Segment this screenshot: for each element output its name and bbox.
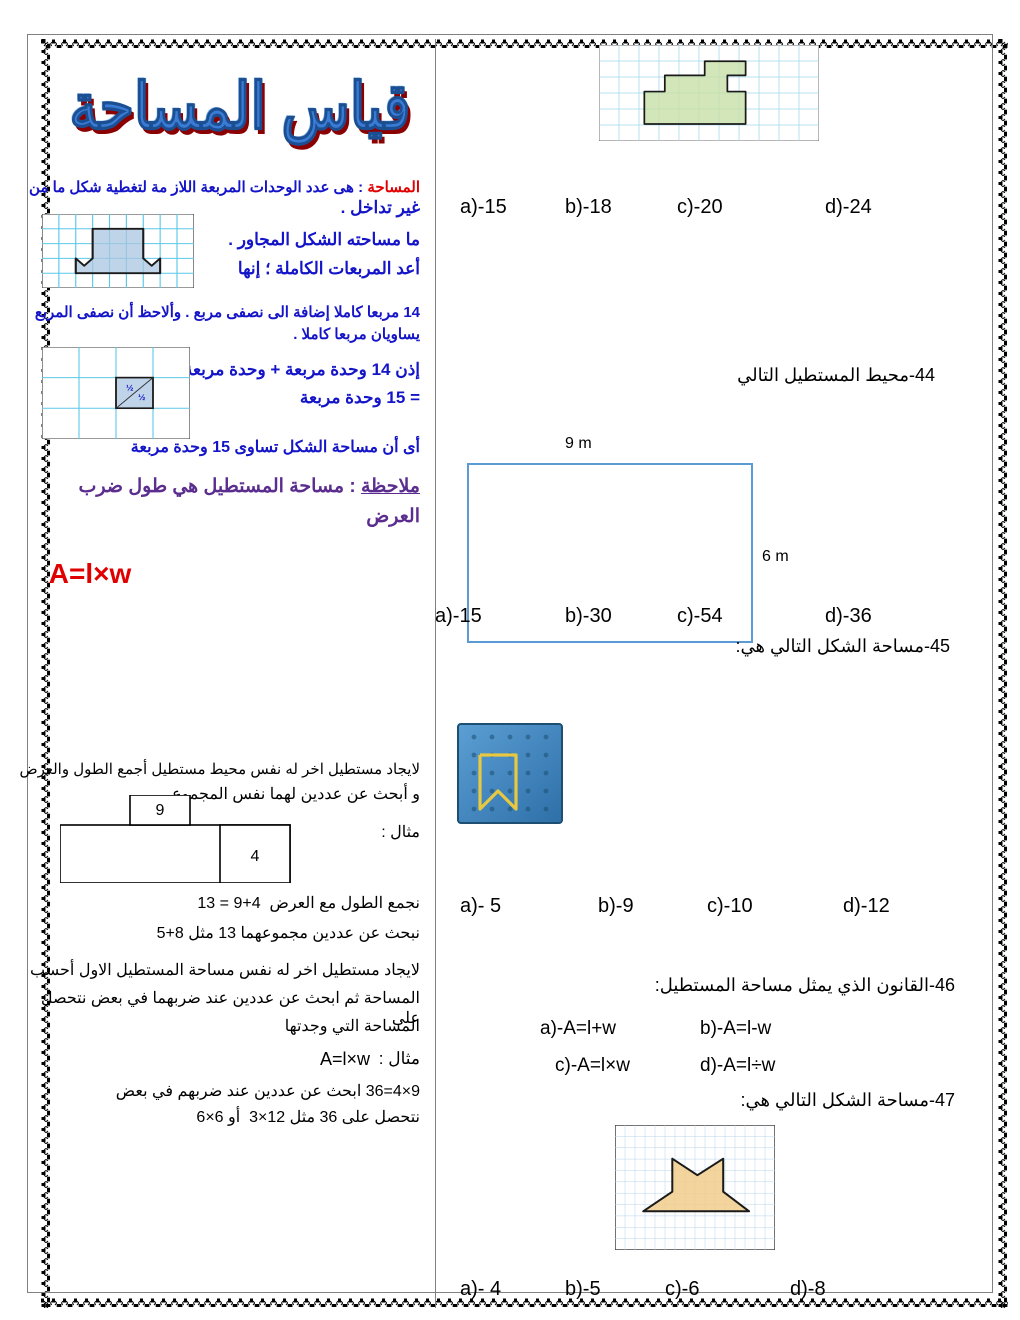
svg-text:½: ½ [126, 383, 133, 393]
svg-text:4: 4 [251, 848, 260, 865]
svg-text:½: ½ [138, 392, 145, 402]
svg-text:9: 9 [156, 802, 165, 819]
